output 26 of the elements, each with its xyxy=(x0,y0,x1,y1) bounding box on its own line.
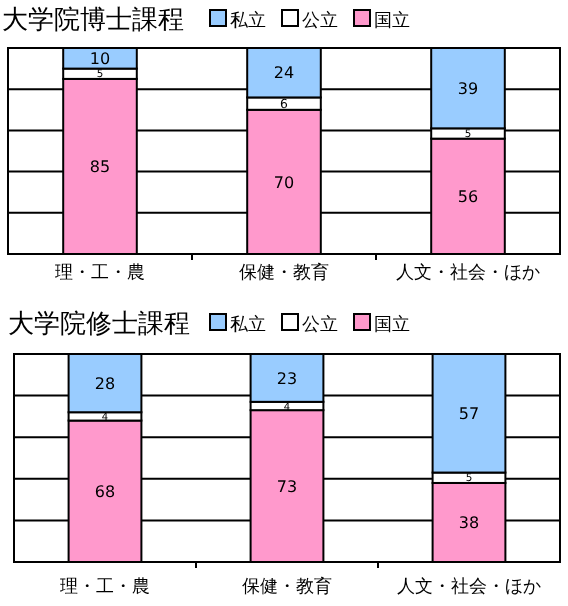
data-label: 56 xyxy=(457,187,479,206)
data-label: 10 xyxy=(89,49,111,68)
data-label: 70 xyxy=(273,173,295,192)
data-label: 68 xyxy=(94,482,116,501)
legend-label: 私立 xyxy=(230,10,266,32)
x-tick-label: 人文・社会・ほか xyxy=(396,262,540,284)
data-label: 28 xyxy=(94,374,116,393)
legend-label: 公立 xyxy=(302,10,338,32)
legend-label: 国立 xyxy=(374,10,410,32)
x-tick-label: 理・工・農 xyxy=(60,576,150,598)
data-label: 39 xyxy=(457,79,479,98)
data-label: 24 xyxy=(273,64,295,83)
x-tick-label: 保健・教育 xyxy=(242,576,332,598)
legend-label: 公立 xyxy=(302,314,338,336)
data-label: 38 xyxy=(458,514,480,533)
data-label: 85 xyxy=(89,158,111,177)
data-label: 23 xyxy=(276,369,298,388)
x-tick-label: 人文・社会・ほか xyxy=(397,576,541,598)
data-label: 57 xyxy=(458,404,480,423)
chart-title: 大学院博士課程 xyxy=(2,6,184,36)
data-label: 73 xyxy=(276,477,298,496)
chart-title: 大学院修士課程 xyxy=(8,310,190,340)
legend-label: 私立 xyxy=(230,314,266,336)
x-tick-label: 理・工・農 xyxy=(55,262,145,284)
x-tick-label: 保健・教育 xyxy=(239,262,329,284)
legend-label: 国立 xyxy=(374,314,410,336)
